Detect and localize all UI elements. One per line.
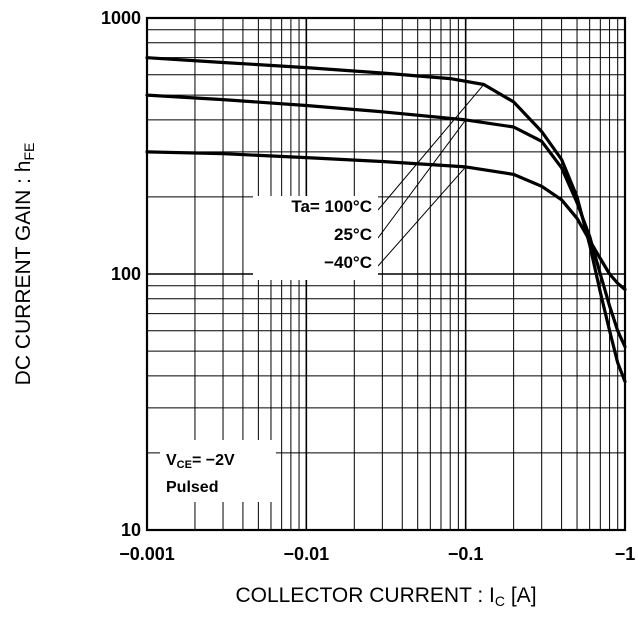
note-background (160, 440, 276, 502)
legend-background (253, 196, 378, 280)
tick-labels: 10 100 1000 −0.001 −0.01 −0.1 −1 (101, 8, 635, 564)
legend-leader-line (377, 84, 485, 211)
y-tick-label: 1000 (101, 8, 141, 28)
x-tick-label: −0.01 (284, 544, 330, 564)
legend-entry: Ta= 100°C (291, 197, 372, 216)
y-tick-label: 10 (121, 520, 141, 540)
series-group (145, 56, 627, 384)
plot-frame (145, 16, 627, 532)
legend-leader-line (377, 119, 467, 239)
legend-leader-line (377, 166, 467, 267)
legend-entry: 25°C (334, 225, 372, 244)
x-axis-label: COLLECTOR CURRENT : IC [A] (235, 584, 536, 609)
y-axis-label: DC CURRENT GAIN : hFE (12, 143, 37, 386)
legend: Ta= 100°C 25°C −40°C (253, 84, 485, 280)
x-tick-label: −0.1 (448, 544, 484, 564)
series-line (145, 93, 627, 349)
series-line (145, 56, 627, 384)
legend-entry: −40°C (324, 253, 372, 272)
series-line (145, 150, 627, 292)
x-tick-label: −0.001 (119, 544, 175, 564)
x-tick-label: −1 (615, 544, 636, 564)
note-condition: VCE= −2V (166, 452, 235, 471)
note-box: VCE= −2V Pulsed (160, 440, 276, 502)
y-tick-label: 100 (111, 264, 141, 284)
note-mode: Pulsed (166, 479, 218, 496)
